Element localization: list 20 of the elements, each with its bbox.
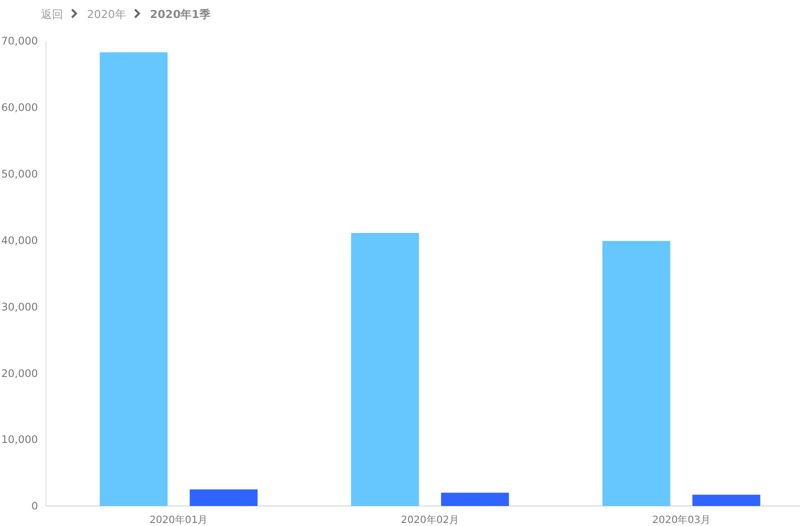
y-tick-label: 60,000 [1,102,38,114]
bar [602,240,670,506]
x-tick-label: 2020年02月 [400,514,460,526]
text: 2020年 [87,8,126,21]
x-tick-label: 2020年03月 [652,514,710,526]
y-tick-label: 30,000 [1,301,38,314]
bar [692,494,760,506]
text: 返回 [41,8,63,21]
bar [190,489,258,506]
y-tick-label: 40,000 [1,234,38,247]
bar [100,52,168,506]
y-tick-label: 50,000 [1,168,38,181]
text: 2020年1季 [150,8,212,21]
bar [441,492,509,506]
bar [351,232,419,506]
y-tick-label: 10,000 [1,434,38,446]
y-tick-label: 20,000 [1,368,38,380]
x-tick-label: 2020年01月 [150,514,208,526]
y-tick-label: 0 [31,500,38,513]
y-tick-label: 70,000 [1,36,38,48]
